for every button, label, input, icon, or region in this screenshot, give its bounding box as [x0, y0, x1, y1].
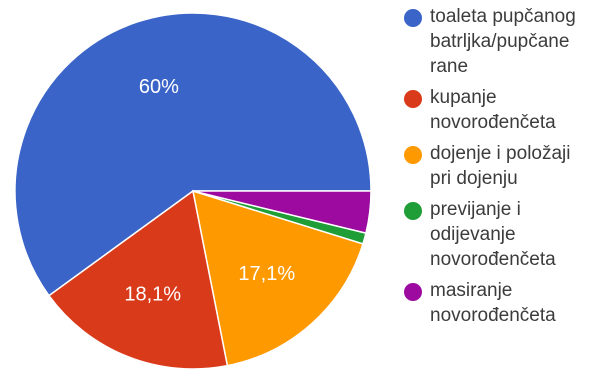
legend-label-previjanje: previjanje i odijevanje novorođenčeta: [430, 199, 556, 270]
pie-slice-masiranje[interactable]: [192, 190, 372, 235]
slice-label-kupanje: 18,1%: [124, 284, 181, 306]
legend-item-dojenje[interactable]: dojenje i položaji pri dojenju: [404, 141, 592, 191]
legend-swatch-kupanje: [404, 90, 422, 108]
legend-item-previjanje[interactable]: previjanje i odijevanje novorođenčeta: [404, 197, 592, 272]
legend-label-dojenje: dojenje i položaji pri dojenju: [430, 143, 571, 189]
pie-slice-dojenje[interactable]: [192, 189, 364, 367]
legend-swatch-previjanje: [404, 202, 422, 220]
legend-swatch-dojenje: [404, 146, 422, 164]
legend-swatch-toaleta: [404, 9, 422, 27]
pie-slices: [14, 12, 372, 370]
pie-slice-labels: 60% 18,1% 17,1%: [124, 76, 295, 306]
pie-slice-toaleta[interactable]: [14, 12, 372, 297]
pie-slice-kupanje[interactable]: [47, 189, 229, 370]
legend-label-toaleta: toaleta pupčanog batrljka/pupčane rane: [430, 6, 576, 77]
slice-label-toaleta: 60%: [139, 76, 179, 98]
legend-label-masiranje: masiranje novorođenčeta: [430, 280, 556, 326]
slice-label-dojenje: 17,1%: [238, 263, 295, 285]
legend-item-kupanje[interactable]: kupanje novorođenčeta: [404, 85, 592, 135]
legend-label-kupanje: kupanje novorođenčeta: [430, 87, 556, 133]
legend-swatch-masiranje: [404, 283, 422, 301]
legend-item-toaleta[interactable]: toaleta pupčanog batrljka/pupčane rane: [404, 4, 592, 79]
legend-item-masiranje[interactable]: masiranje novorođenčeta: [404, 278, 592, 328]
legend: toaleta pupčanog batrljka/pupčane rane k…: [404, 4, 592, 334]
